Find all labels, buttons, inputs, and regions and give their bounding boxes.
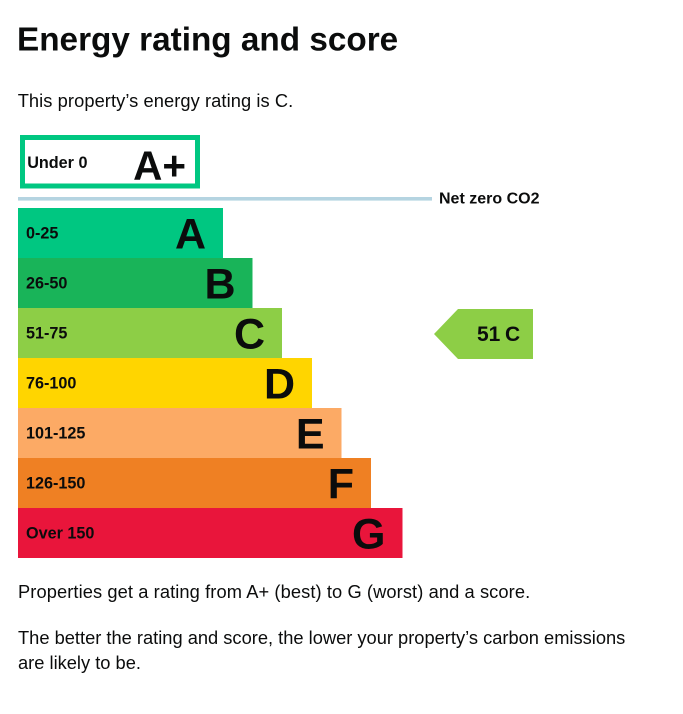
svg-text:C: C: [234, 311, 265, 359]
svg-text:51-75: 51-75: [26, 325, 67, 343]
svg-text:Net zero CO2: Net zero CO2: [439, 191, 540, 208]
svg-text:51: 51: [477, 323, 501, 346]
svg-text:C: C: [505, 323, 520, 346]
svg-text:B: B: [204, 261, 235, 309]
svg-text:Properties get a rating from A: Properties get a rating from A+ (best) t…: [18, 581, 530, 602]
svg-text:are likely to be.: are likely to be.: [18, 652, 141, 673]
svg-text:126-150: 126-150: [26, 475, 85, 493]
svg-text:76-100: 76-100: [26, 375, 76, 393]
svg-text:0-25: 0-25: [26, 225, 58, 243]
svg-text:Energy rating and score: Energy rating and score: [17, 21, 398, 58]
svg-text:F: F: [328, 461, 354, 509]
svg-text:A+: A+: [133, 142, 186, 188]
svg-text:This property’s energy rating: This property’s energy rating is C.: [18, 90, 294, 111]
svg-text:D: D: [264, 361, 295, 409]
svg-text:A: A: [175, 211, 206, 259]
svg-text:G: G: [352, 511, 385, 559]
svg-text:Over 150: Over 150: [26, 525, 94, 543]
svg-text:E: E: [296, 411, 325, 459]
svg-text:The better the rating and scor: The better the rating and score, the low…: [18, 627, 625, 648]
svg-text:101-125: 101-125: [26, 425, 85, 443]
svg-text:Under 0: Under 0: [27, 154, 87, 172]
svg-text:26-50: 26-50: [26, 275, 67, 293]
